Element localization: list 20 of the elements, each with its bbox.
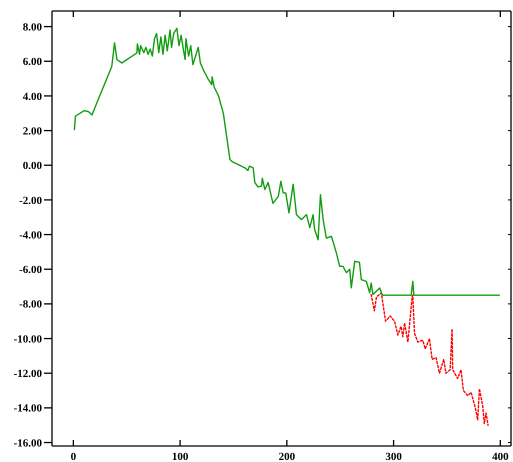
x-tick-label: 300 [385,451,402,462]
y-tick-label: -6.00 [19,264,42,276]
y-tick-label: -14.00 [14,402,42,415]
x-tick-label: 400 [492,451,510,462]
line-series [74,28,500,296]
y-tick-label: 6.00 [22,56,42,68]
y-tick-label: -8.00 [19,298,42,311]
y-tick-label: -12.00 [14,368,42,380]
y-tick-label: -2.00 [19,194,42,207]
x-tick-label: 200 [278,451,296,462]
y-tick-label: -4.00 [19,229,42,242]
x-tick-label: 100 [172,451,189,462]
y-tick-label: 0.00 [22,160,42,172]
y-tick-label: 2.00 [22,125,42,138]
y-tick-label: 8.00 [22,21,42,34]
line-series [370,292,489,426]
y-tick-label: 4.00 [22,90,42,103]
y-tick-label: -10.00 [14,333,42,346]
x-tick-label: 0 [70,451,77,462]
y-tick-label: -16.00 [14,437,42,450]
